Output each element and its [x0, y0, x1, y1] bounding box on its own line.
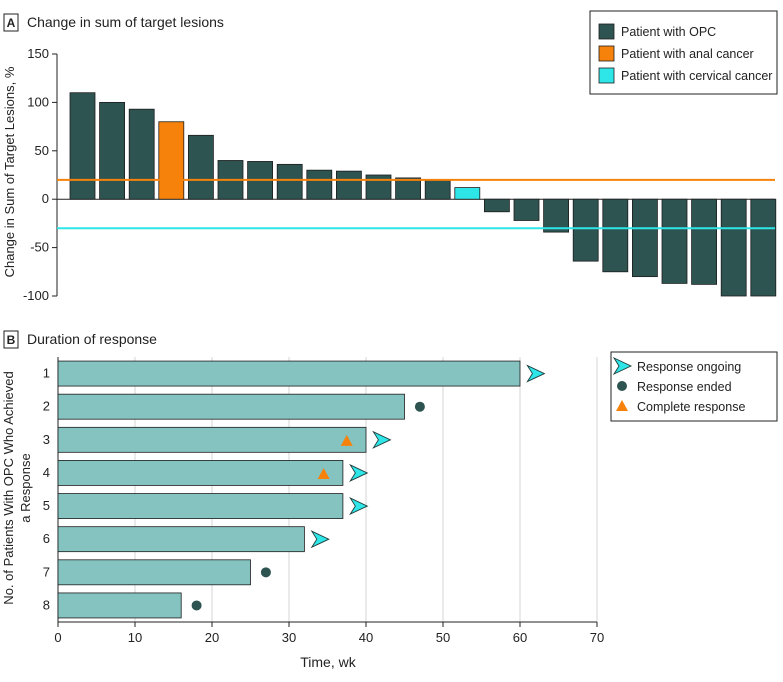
panel-b-bars — [57, 360, 521, 619]
panel-b-row-label: 7 — [43, 564, 50, 579]
panel-a-badge — [3, 13, 19, 32]
response-ongoing-marker — [526, 364, 546, 383]
panel-a-y-tick-label: -50 — [30, 240, 49, 255]
panel-b-x-tick-label: 30 — [282, 630, 296, 645]
panel-a-legend-swatch — [598, 23, 615, 40]
panel-a-legend-label: Patient with cervical cancer — [621, 69, 772, 83]
panel-a-header: A Change in sum of target lesions — [3, 13, 224, 32]
panel-b-row-label: 8 — [43, 597, 50, 612]
panel-a-legend-box — [589, 10, 778, 95]
complete-response-marker — [317, 467, 330, 479]
panel-b-x-tick-label: 0 — [54, 630, 61, 645]
panel-a-y-tick-label: 100 — [27, 94, 49, 109]
panel-a-bar — [513, 198, 540, 221]
response-ongoing-marker — [349, 463, 369, 482]
panel-a-legend-swatch — [598, 67, 615, 84]
panel-a-bar — [720, 198, 747, 297]
panel-a-bar — [632, 198, 658, 278]
panel-b-bar — [57, 460, 344, 486]
panel-b-bar — [57, 526, 305, 553]
panel-b-row-label: 1 — [43, 366, 50, 381]
panel-a-bar — [424, 179, 451, 200]
panel-a-bar — [543, 198, 569, 233]
panel-b-y-axis-label: No. of Patients With OPC Who Achieved a … — [1, 371, 33, 604]
response-ongoing-marker — [372, 430, 392, 449]
panel-a-bar — [128, 108, 155, 200]
panel-a-bar — [602, 198, 629, 273]
panel-a-bar — [572, 198, 599, 262]
panel-b-badge — [3, 330, 19, 349]
panel-a-bar — [483, 198, 510, 213]
panel-a-title: Change in sum of target lesions — [27, 14, 224, 30]
panel-a-bar — [158, 121, 185, 200]
panel-b-legend: Response ongoing Response ended Complete r… — [610, 351, 778, 422]
panel-a-y-tick-label: -100 — [23, 288, 49, 303]
panel-b-header: B Duration of response — [3, 330, 157, 349]
panel-b-row-label: 6 — [43, 531, 50, 546]
panel-a-letter: A — [7, 16, 16, 30]
panel-b-letter: B — [7, 333, 16, 347]
panel-a-y-tick-label: 0 — [42, 191, 49, 206]
complete-response-marker — [340, 434, 353, 446]
panel-b-legend-label: Response ongoing — [637, 360, 741, 374]
panel-b-row-label: 2 — [43, 399, 50, 414]
panel-b-bar — [57, 426, 367, 453]
panel-a-bar — [365, 174, 392, 200]
panel-a-y-tick-label: 150 — [27, 46, 49, 61]
complete-response-marker — [616, 400, 628, 411]
panel-a-bars — [69, 92, 777, 297]
panel-a-bar — [99, 102, 125, 200]
panel-a-bar — [691, 198, 717, 285]
response-ongoing-marker — [612, 356, 633, 376]
response-ended-marker — [191, 600, 202, 611]
panel-b-bar — [57, 559, 251, 586]
panel-a-bar — [187, 134, 214, 200]
response-ended-marker — [617, 381, 627, 391]
panel-b-row-label: 3 — [43, 432, 50, 447]
panel-b-bar — [57, 493, 344, 519]
response-ended-marker — [414, 401, 425, 412]
panel-b-x-tick-label: 40 — [359, 630, 373, 645]
panel-b-x-tick-label: 50 — [436, 630, 450, 645]
panel-a-y-tick-label: 50 — [35, 143, 49, 158]
panel-a-bar — [750, 198, 777, 297]
panel-b-bar — [57, 592, 182, 619]
panel-a-bar — [335, 170, 362, 200]
panel-a-y-axis-label: Change in Sum of Target Lesions, % — [2, 66, 17, 277]
panel-b-markers — [191, 364, 546, 611]
panel-b-x-tick-label: 60 — [513, 630, 527, 645]
panel-b-x-tick-label: 70 — [590, 630, 604, 645]
panel-b-bar — [57, 360, 521, 387]
panel-b-x-tick-label: 20 — [205, 630, 219, 645]
panel-a-bar — [276, 163, 303, 200]
panel-a-legend-label: Patient with anal cancer — [621, 47, 754, 61]
panel-a-bar — [395, 177, 422, 200]
panel-b-bar — [57, 393, 405, 420]
panel-b-x-axis-label: Time, wk — [300, 654, 356, 670]
response-ended-marker — [260, 567, 271, 578]
panel-b-x-tick-label: 10 — [128, 630, 142, 645]
panel-a-legend-label: Patient with OPC — [621, 25, 716, 39]
response-ongoing-marker — [310, 530, 330, 549]
response-ongoing-marker — [349, 497, 369, 516]
panel-a-legend: Patient with OPC Patient with anal cancer… — [589, 10, 778, 95]
panel-b-title: Duration of response — [27, 331, 157, 347]
panel-a-bar — [69, 92, 96, 200]
panel-a-bar — [306, 169, 333, 200]
panel-a-reference-lines — [57, 178, 775, 230]
panel-a-legend-swatch — [598, 45, 615, 62]
panel-a-bar — [661, 198, 688, 284]
panel-b-legend-label: Response ended — [637, 380, 732, 394]
panel-b-legend-label: Complete response — [637, 400, 745, 414]
panel-b-row-label: 5 — [43, 498, 50, 513]
panel-b-y-axis-label-line1: No. of Patients With OPC Who Achieved — [1, 371, 16, 604]
panel-b-row-label: 4 — [43, 465, 50, 480]
panel-b-legend-box — [610, 351, 778, 422]
panel-a-bar — [454, 187, 481, 200]
panel-b-y-axis-label-line2: a Response — [18, 453, 33, 522]
